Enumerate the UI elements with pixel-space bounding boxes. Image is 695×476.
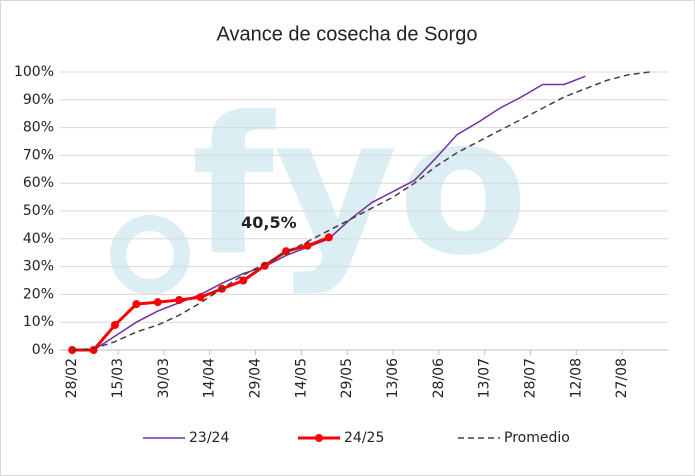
x-tick-label: 13/06 [385,358,401,398]
y-tick-label: 80% [23,120,54,136]
y-tick-label: 20% [23,286,54,302]
legend-label: Promedio [504,430,570,446]
x-tick-label: 12/08 [568,358,584,398]
y-tick-label: 40% [23,231,54,247]
x-tick-label: 28/06 [431,358,447,398]
data-point [153,298,162,307]
data-point [110,320,119,329]
x-tick-label: 30/03 [156,358,172,398]
data-point [132,300,141,309]
x-tick-label: 29/04 [248,358,264,398]
data-point [196,293,205,302]
y-tick-label: 100% [14,64,54,80]
y-tick-label: 60% [23,175,54,191]
y-tick-label: 30% [23,259,54,275]
data-label: 40,5% [241,213,297,232]
chart-title: Avance de cosecha de Sorgo [217,23,478,45]
x-tick-label: 28/07 [523,358,539,398]
y-tick-label: 0% [32,342,54,358]
data-point [303,241,312,250]
x-tick-label: 13/07 [477,358,493,398]
x-tick-label: 27/08 [614,358,630,398]
y-tick-label: 90% [23,92,54,108]
data-point [260,261,269,270]
y-tick-label: 50% [23,203,54,219]
data-point [239,276,248,285]
y-tick-label: 70% [23,147,54,163]
watermark-ring [110,215,190,295]
legend-marker [315,434,323,442]
y-tick-label: 10% [23,314,54,330]
legend-label: 23/24 [189,430,229,446]
watermark: fyo [191,76,528,297]
x-tick-label: 29/05 [339,358,355,398]
series-line [72,71,650,351]
x-tick-label: 15/03 [110,358,126,398]
x-tick-label: 28/02 [64,358,80,398]
data-point [175,295,184,304]
x-tick-label: 14/04 [202,358,218,398]
data-point [324,233,333,242]
legend-label: 24/25 [344,430,384,446]
x-tick-label: 14/05 [293,358,309,398]
